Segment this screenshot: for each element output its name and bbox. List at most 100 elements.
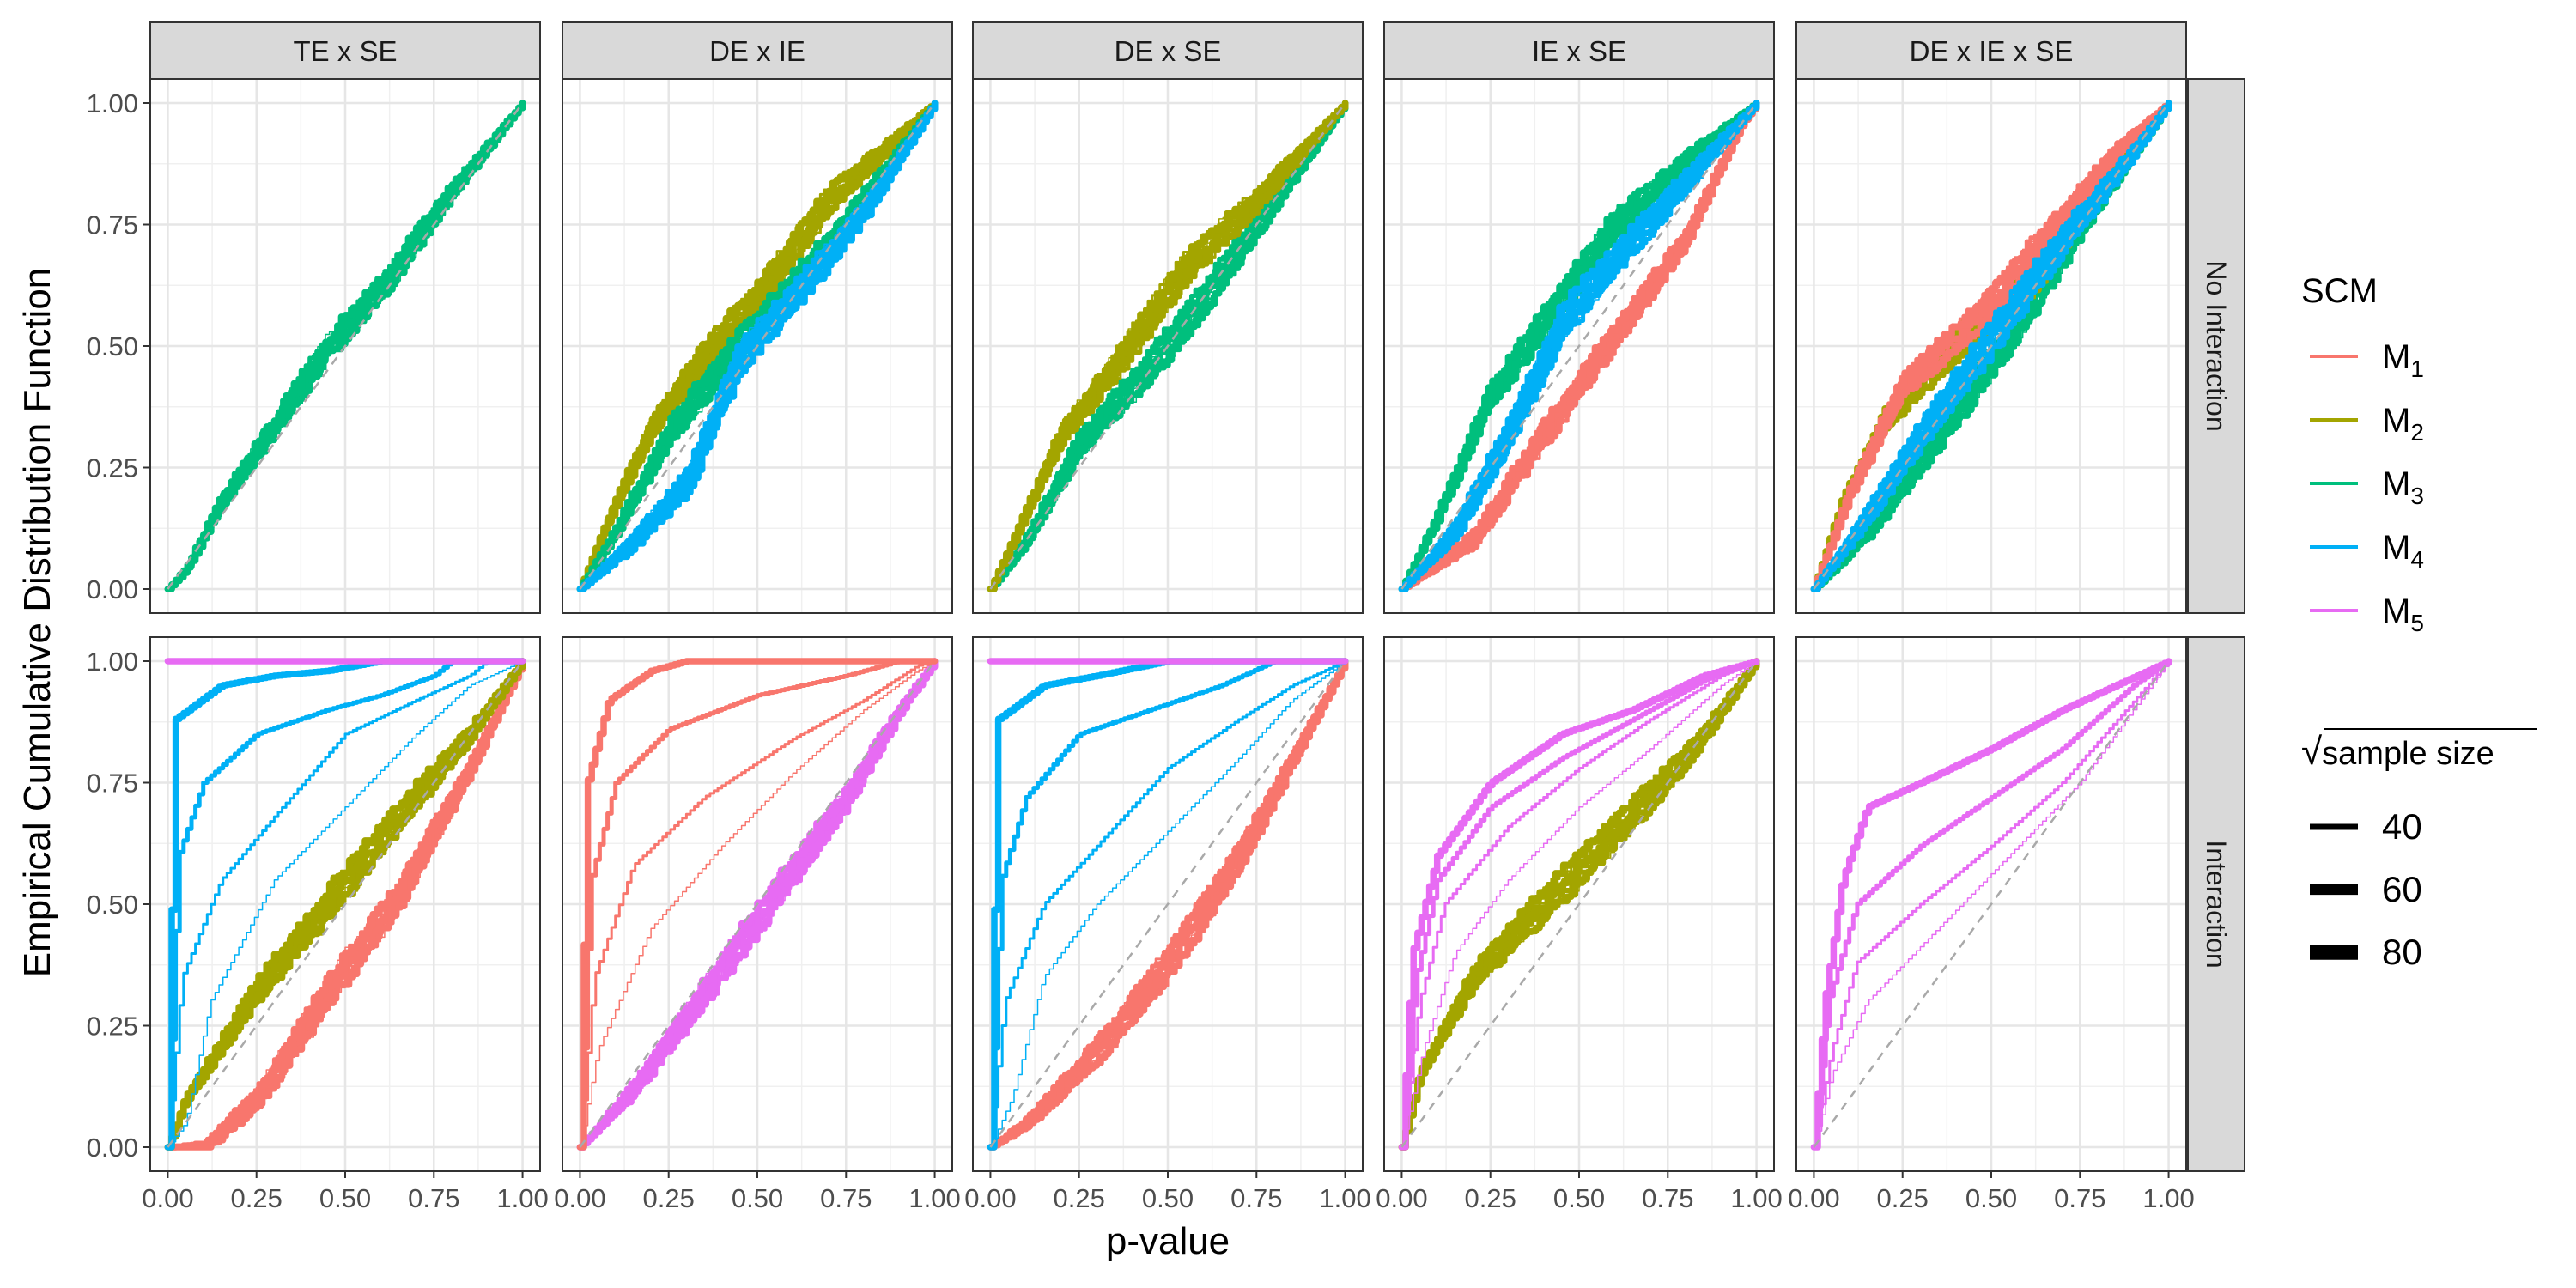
ecdf-curve-m4 (167, 660, 524, 1148)
x-tick-label: 1.00 (2142, 1183, 2194, 1213)
reference-line (167, 102, 524, 590)
ecdf-curve-m3 (987, 100, 1349, 592)
row-strip: No Interaction (2187, 78, 2245, 614)
ecdf-curve-m3 (1398, 100, 1760, 592)
ecdf-curve-m4 (988, 659, 1347, 1149)
reference-line (1400, 660, 1758, 1148)
reference-line (1813, 102, 2170, 590)
facet-panel (562, 637, 952, 1171)
facet-panel (1796, 637, 2186, 1171)
legend-label-m5: M5 (2382, 592, 2424, 636)
x-tick-label: 0.50 (1142, 1183, 1194, 1213)
ecdf-curve-m4 (1398, 100, 1760, 592)
column-strip-label: IE x SE (1532, 35, 1626, 67)
ecdf-curve-m2 (1398, 658, 1760, 1151)
facet-panel (973, 79, 1363, 613)
facet-panels (149, 78, 2187, 1172)
facet-panel (1796, 79, 2186, 613)
x-tick-label: 0.25 (643, 1183, 695, 1213)
x-tick-label: 0.00 (964, 1183, 1016, 1213)
facet-strips: No Interaction Interaction TE x SE DE x IE D… (149, 21, 2245, 1172)
x-tick-label: 0.75 (820, 1183, 872, 1213)
ecdf-curve-m4 (1398, 100, 1760, 592)
curves (576, 100, 939, 592)
x-axis-label: p-value (1106, 1220, 1230, 1262)
ecdf-curve-m1 (1398, 100, 1760, 592)
x-tick-label: 0.00 (1788, 1183, 1839, 1213)
legend-subscript: 5 (2410, 610, 2424, 636)
column-strip-label: TE x SE (293, 35, 397, 67)
y-tick-label: 0.25 (87, 453, 138, 483)
ecdf-curve-m3 (164, 100, 526, 592)
column-strip-label: DE x SE (1115, 35, 1222, 67)
curves (576, 658, 939, 1151)
ecdf-curve-m2 (164, 658, 526, 1151)
column-strip-label: DE x IE (709, 35, 805, 67)
x-tick-label: 0.50 (319, 1183, 371, 1213)
x-tick-label: 0.50 (1965, 1183, 2017, 1213)
legend-label-m3: M3 (2382, 465, 2424, 509)
y-tick-label: 0.00 (87, 1133, 138, 1163)
row-strip-bg (2187, 636, 2245, 1172)
curves (987, 100, 1349, 592)
legend-subscript: 3 (2410, 483, 2424, 509)
y-axis-label: Empirical Cumulative Distribution Functi… (16, 268, 58, 978)
legend-label-m4: M4 (2382, 529, 2424, 573)
row-strip-label: Interaction (2201, 840, 2232, 968)
y-tick-label: 0.50 (87, 331, 138, 361)
ecdf-curve-m5 (1400, 659, 1759, 1149)
curves (1810, 100, 2172, 592)
ecdf-curve-m1 (576, 658, 939, 1151)
legend-size-title: √sample size (2301, 731, 2494, 773)
facet-panel (150, 79, 540, 613)
x-tick-label: 0.25 (231, 1183, 283, 1213)
legend-size-title-text: sample size (2322, 736, 2494, 772)
ecdf-curve-m4 (987, 659, 1348, 1150)
x-tick-label: 1.00 (496, 1183, 548, 1213)
y-tick-label: 0.75 (87, 768, 138, 798)
legend-subscript: 2 (2410, 419, 2424, 446)
ecdf-curve-m2 (576, 100, 939, 592)
row-strip-bg (2187, 78, 2245, 614)
ecdf-curve-m5 (1399, 659, 1759, 1150)
column-strip-bg (1795, 21, 2187, 80)
column-strip-label: DE x IE x SE (1910, 35, 2074, 67)
reference-line (989, 102, 1346, 590)
curves (1398, 658, 1760, 1151)
ecdf-curve-m5 (1400, 660, 1758, 1148)
x-tick-label: 0.25 (1877, 1183, 1929, 1213)
y-tick-label: 1.00 (87, 647, 138, 677)
x-tick-label: 0.75 (2054, 1183, 2105, 1213)
ecdf-curve-m5 (1810, 658, 2172, 1151)
legend-label-m1: M1 (2382, 338, 2424, 382)
ecdf-curve-m1 (987, 658, 1349, 1151)
ecdf-curve-m1 (579, 660, 936, 1148)
ecdf-curve-m1 (164, 658, 526, 1151)
ecdf-curve-m4 (1810, 100, 2172, 592)
ecdf-curve-m4 (989, 660, 1346, 1148)
curves (164, 100, 526, 592)
legend-subscript: 1 (2410, 355, 2424, 382)
ecdf-curve-m5 (1398, 658, 1760, 1151)
axes: 0.000.250.500.751.000.000.250.500.751.00… (87, 88, 2195, 1213)
column-strip: DE x IE x SE (1795, 21, 2187, 80)
x-tick-label: 0.50 (1553, 1183, 1605, 1213)
x-tick-label: 0.75 (1230, 1183, 1282, 1213)
column-strip-bg (562, 21, 953, 80)
x-tick-label: 0.25 (1054, 1183, 1105, 1213)
ecdf-curve-m1 (987, 658, 1349, 1151)
column-strip-bg (149, 21, 541, 80)
column-strip: DE x IE (562, 21, 953, 80)
legend-size-label: 80 (2382, 932, 2422, 972)
ecdf-curve-m5 (1812, 659, 2171, 1149)
x-tick-label: 1.00 (1730, 1183, 1782, 1213)
curves (164, 658, 526, 1151)
y-tick-label: 0.75 (87, 210, 138, 240)
facet-panel (150, 637, 540, 1171)
curves (987, 658, 1349, 1151)
column-strip-bg (1383, 21, 1775, 80)
facet-panel (1384, 79, 1774, 613)
sqrt-symbol: √ (2301, 731, 2323, 773)
curves (1810, 658, 2172, 1151)
